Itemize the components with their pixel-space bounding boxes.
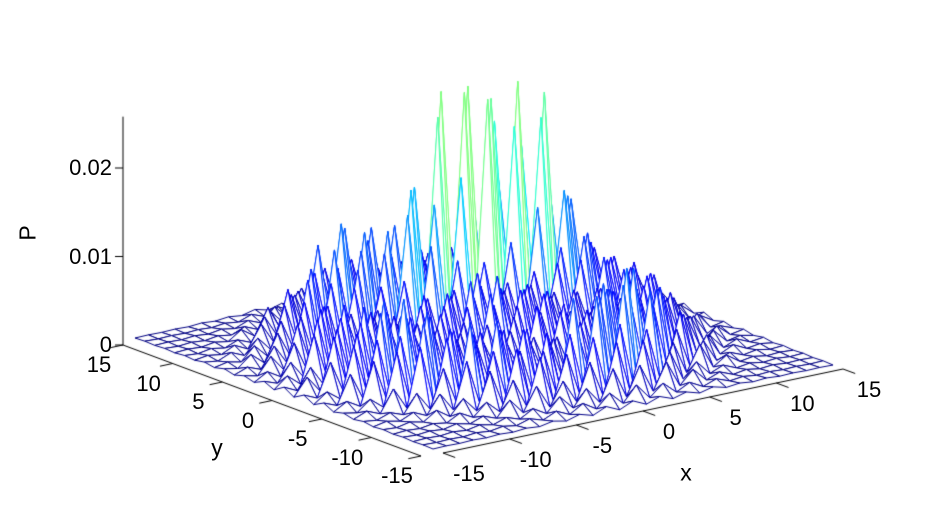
x-tick-label: 10 <box>790 391 815 416</box>
x-tick-label: 15 <box>856 377 882 402</box>
z-axis-label: P <box>14 225 41 241</box>
z-tick-label: 0.01 <box>69 243 112 269</box>
y-tick-label: -5 <box>287 426 308 451</box>
z-tick-label: 0 <box>99 332 112 357</box>
y-tick-label: -10 <box>331 444 364 470</box>
y-tick-label: 15 <box>86 352 112 377</box>
x-tick-label: -15 <box>453 461 485 486</box>
y-tick-label: -15 <box>381 463 413 488</box>
y-tick-label: 5 <box>192 389 205 414</box>
x-tick-label: -5 <box>592 433 613 458</box>
y-axis-label: y <box>211 434 223 461</box>
x-tick-label: 5 <box>729 405 742 430</box>
z-tick-label: 0.02 <box>69 155 112 180</box>
x-tick-label: 0 <box>662 419 676 444</box>
y-tick-label: 0 <box>241 407 255 433</box>
y-tick-label: 10 <box>136 370 161 396</box>
x-tick-label: -10 <box>519 447 552 472</box>
x-axis-label: x <box>680 459 692 486</box>
